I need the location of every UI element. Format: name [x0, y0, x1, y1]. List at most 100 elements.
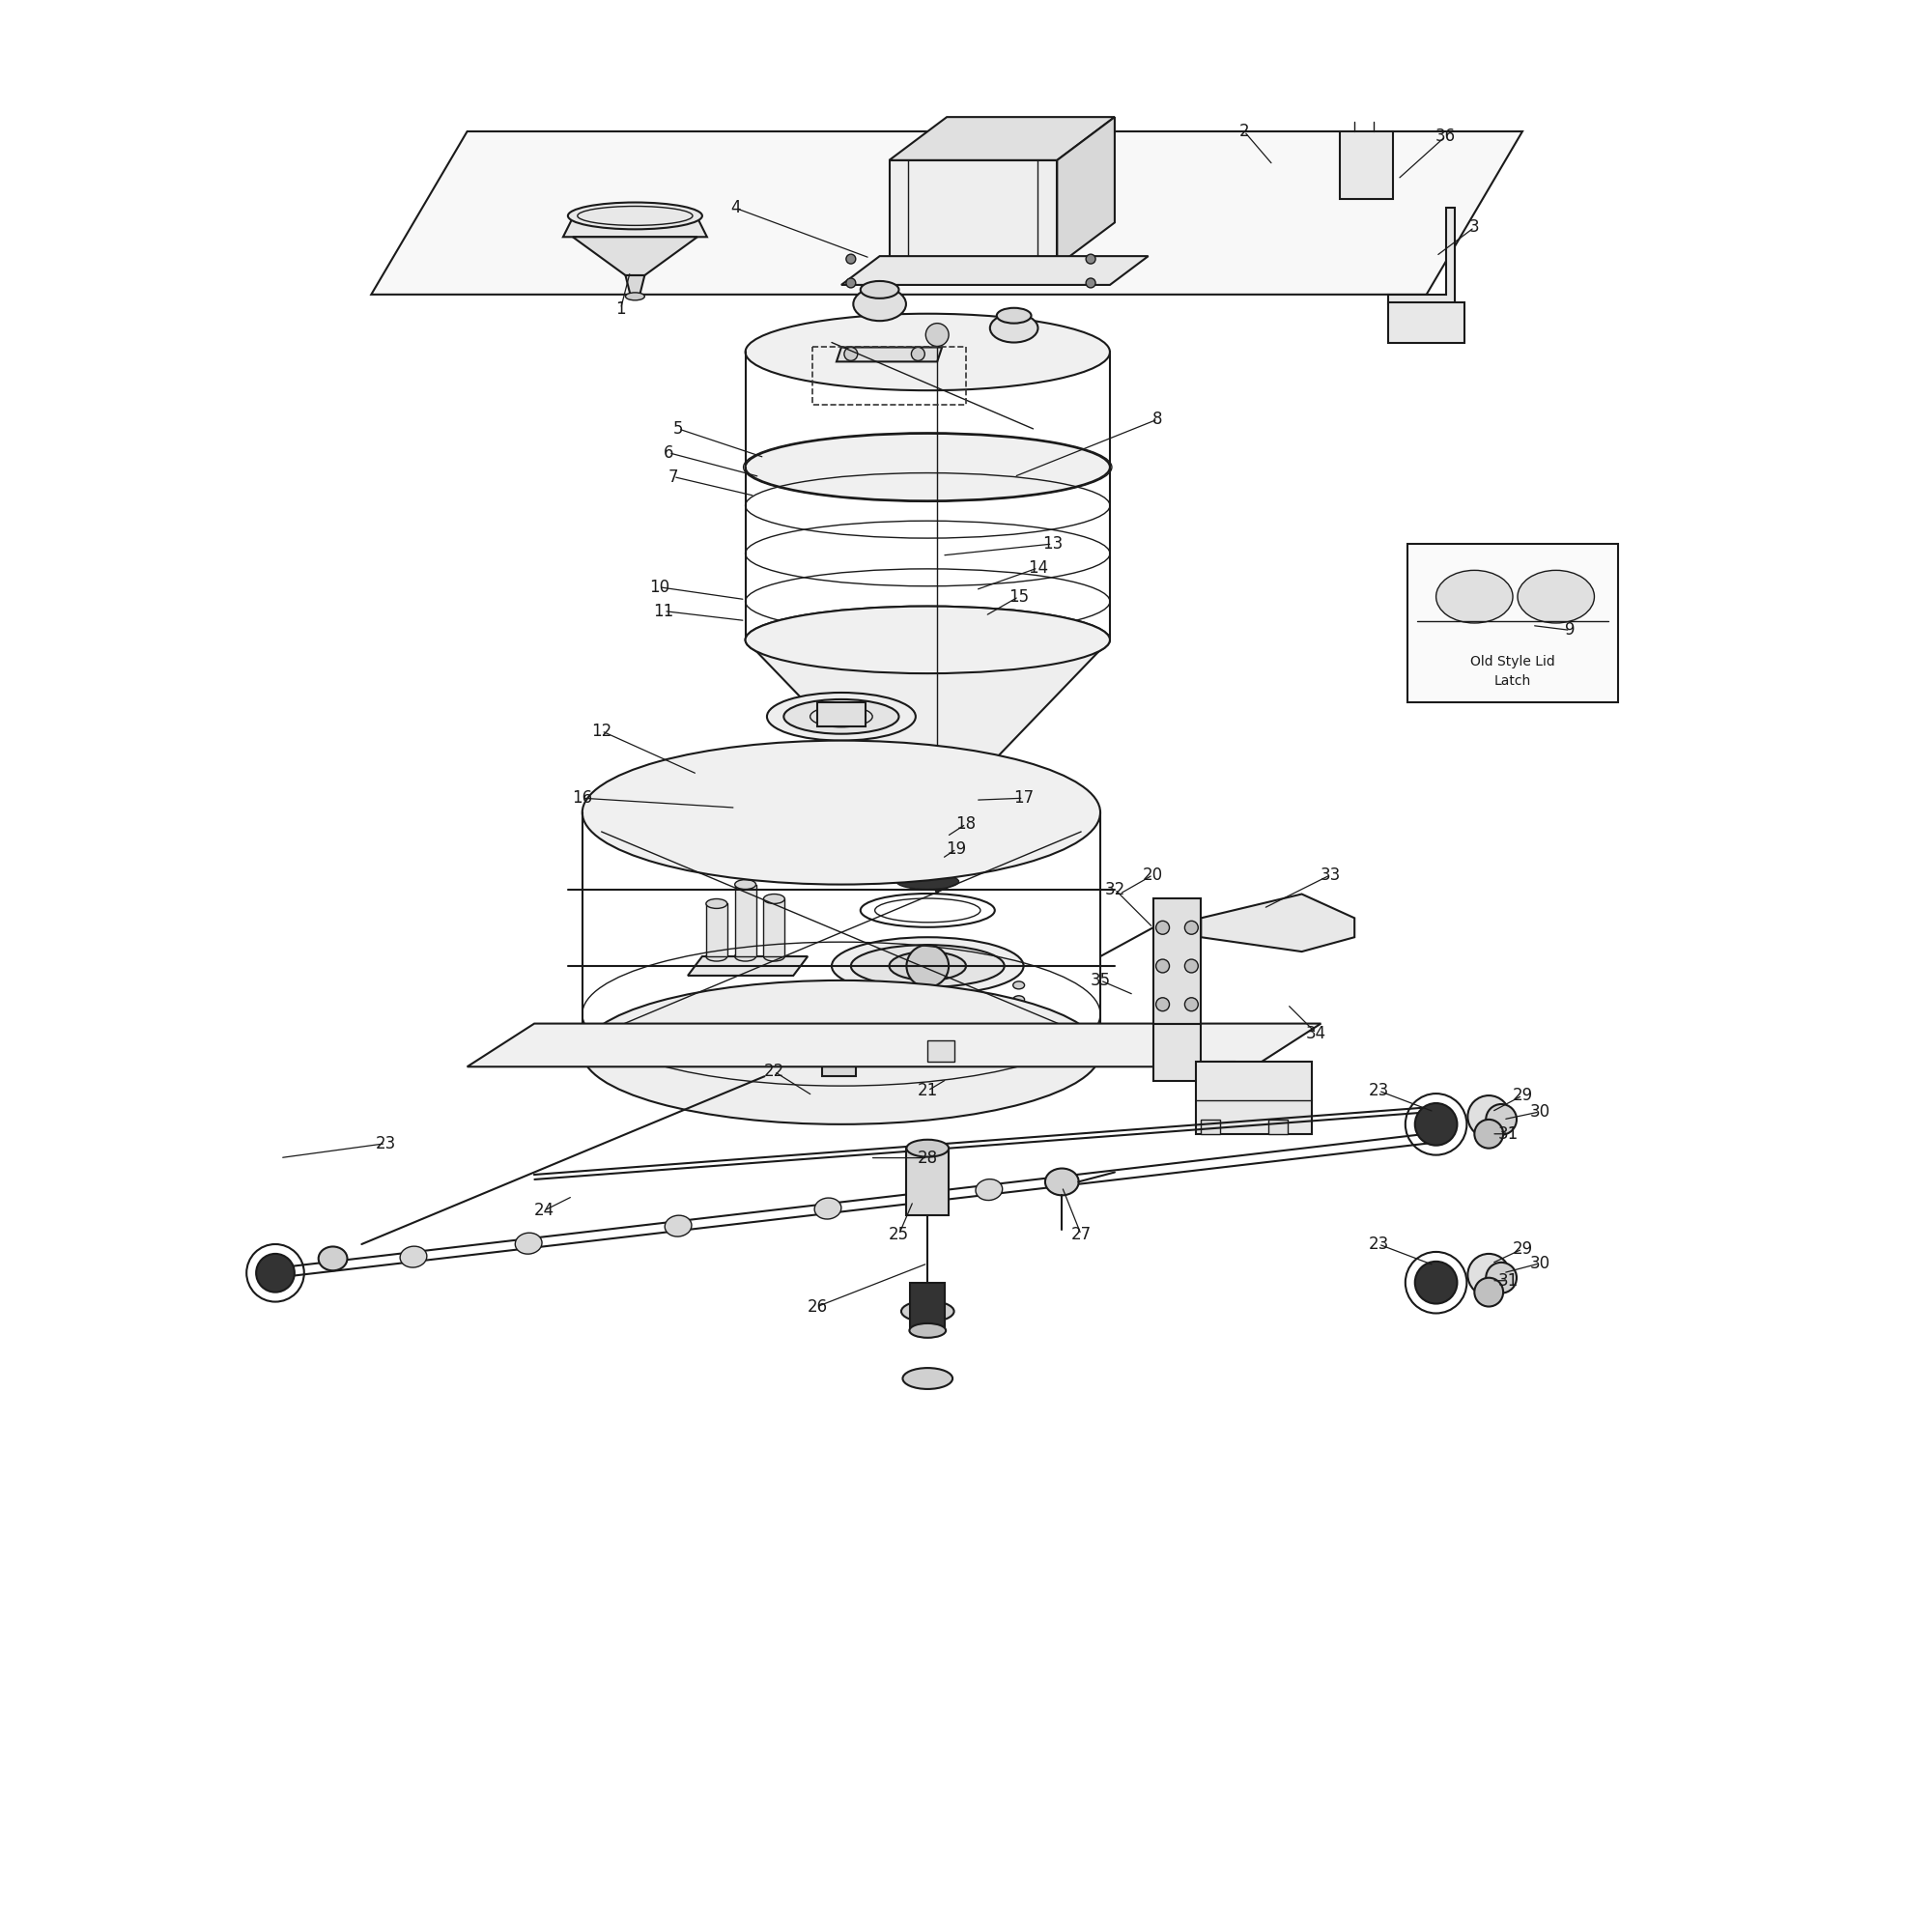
- Circle shape: [846, 255, 856, 265]
- Text: 17: 17: [1014, 790, 1034, 808]
- Circle shape: [1414, 1103, 1457, 1146]
- Ellipse shape: [626, 292, 645, 299]
- Text: 18: 18: [956, 815, 976, 833]
- Text: 13: 13: [1041, 535, 1063, 553]
- Ellipse shape: [582, 740, 1101, 885]
- Bar: [1341, 131, 1393, 199]
- Bar: [1267, 1119, 1287, 1134]
- Ellipse shape: [1012, 995, 1024, 1003]
- Ellipse shape: [767, 692, 916, 740]
- Bar: [1387, 301, 1464, 342]
- Text: 21: 21: [918, 1082, 937, 1099]
- Bar: [1406, 545, 1619, 701]
- Text: 29: 29: [1513, 1088, 1532, 1105]
- Ellipse shape: [815, 1198, 840, 1219]
- Bar: [817, 701, 866, 726]
- Polygon shape: [840, 257, 1148, 284]
- Text: 23: 23: [1368, 1082, 1389, 1099]
- Text: 33: 33: [1320, 866, 1341, 883]
- Ellipse shape: [850, 945, 1005, 987]
- Text: 3: 3: [1470, 218, 1480, 236]
- Bar: [763, 898, 784, 956]
- Circle shape: [912, 348, 925, 361]
- Bar: [823, 1049, 856, 1076]
- Ellipse shape: [854, 288, 906, 321]
- Text: 34: 34: [1306, 1024, 1327, 1041]
- Circle shape: [1486, 1103, 1517, 1134]
- Ellipse shape: [1435, 570, 1513, 622]
- Ellipse shape: [914, 1065, 943, 1076]
- Polygon shape: [468, 1024, 1321, 1066]
- Bar: [910, 1283, 945, 1331]
- Ellipse shape: [319, 1246, 348, 1271]
- Polygon shape: [688, 956, 808, 976]
- Ellipse shape: [900, 1300, 954, 1321]
- Ellipse shape: [582, 980, 1101, 1124]
- Bar: [910, 1034, 945, 1053]
- Ellipse shape: [705, 952, 726, 962]
- Bar: [927, 1041, 954, 1063]
- Ellipse shape: [665, 1215, 692, 1236]
- Circle shape: [1184, 922, 1198, 935]
- Text: 23: 23: [375, 1134, 396, 1151]
- Ellipse shape: [1519, 570, 1594, 622]
- Polygon shape: [927, 875, 947, 895]
- Text: 35: 35: [1090, 972, 1111, 989]
- Circle shape: [1155, 922, 1169, 935]
- Ellipse shape: [831, 937, 1024, 995]
- Ellipse shape: [896, 854, 958, 869]
- Circle shape: [1414, 1262, 1457, 1304]
- Polygon shape: [562, 218, 707, 238]
- Text: 19: 19: [947, 840, 966, 858]
- Circle shape: [1486, 1262, 1517, 1293]
- Circle shape: [1155, 960, 1169, 972]
- Text: 24: 24: [533, 1202, 554, 1219]
- Circle shape: [1155, 997, 1169, 1010]
- Ellipse shape: [746, 433, 1109, 500]
- Text: 14: 14: [1028, 558, 1049, 576]
- Circle shape: [846, 278, 856, 288]
- Ellipse shape: [568, 203, 701, 230]
- Circle shape: [1086, 278, 1095, 288]
- Text: 1: 1: [616, 299, 626, 317]
- Text: 7: 7: [668, 468, 678, 485]
- Ellipse shape: [887, 831, 968, 852]
- Ellipse shape: [400, 1246, 427, 1267]
- Text: 23: 23: [1368, 1235, 1389, 1252]
- Bar: [1153, 898, 1202, 1024]
- Ellipse shape: [746, 607, 1109, 674]
- Text: 2: 2: [1238, 124, 1250, 141]
- Ellipse shape: [976, 1179, 1003, 1200]
- Ellipse shape: [997, 307, 1032, 323]
- Polygon shape: [889, 160, 1057, 267]
- Ellipse shape: [763, 952, 784, 962]
- Ellipse shape: [889, 952, 966, 980]
- Polygon shape: [889, 118, 1115, 160]
- Text: 15: 15: [1009, 587, 1030, 605]
- Ellipse shape: [906, 1140, 949, 1157]
- Polygon shape: [837, 348, 943, 361]
- Polygon shape: [906, 1148, 949, 1215]
- Bar: [705, 904, 726, 956]
- Ellipse shape: [516, 1233, 543, 1254]
- Circle shape: [1468, 1095, 1511, 1138]
- Text: 30: 30: [1530, 1103, 1549, 1121]
- Text: 32: 32: [1105, 881, 1124, 898]
- Ellipse shape: [906, 1028, 949, 1049]
- Text: 16: 16: [572, 790, 593, 808]
- Text: 8: 8: [1153, 410, 1163, 427]
- Circle shape: [1474, 1119, 1503, 1148]
- Polygon shape: [1153, 1024, 1235, 1082]
- Ellipse shape: [910, 1323, 947, 1337]
- Ellipse shape: [1012, 981, 1024, 989]
- Text: 31: 31: [1497, 1271, 1519, 1289]
- Ellipse shape: [866, 750, 989, 781]
- Polygon shape: [746, 639, 1109, 765]
- Text: 36: 36: [1435, 128, 1457, 145]
- Ellipse shape: [705, 898, 726, 908]
- Circle shape: [257, 1254, 294, 1293]
- Ellipse shape: [860, 280, 898, 298]
- Ellipse shape: [1045, 1169, 1078, 1196]
- Bar: [1202, 1119, 1221, 1134]
- Polygon shape: [1202, 895, 1354, 952]
